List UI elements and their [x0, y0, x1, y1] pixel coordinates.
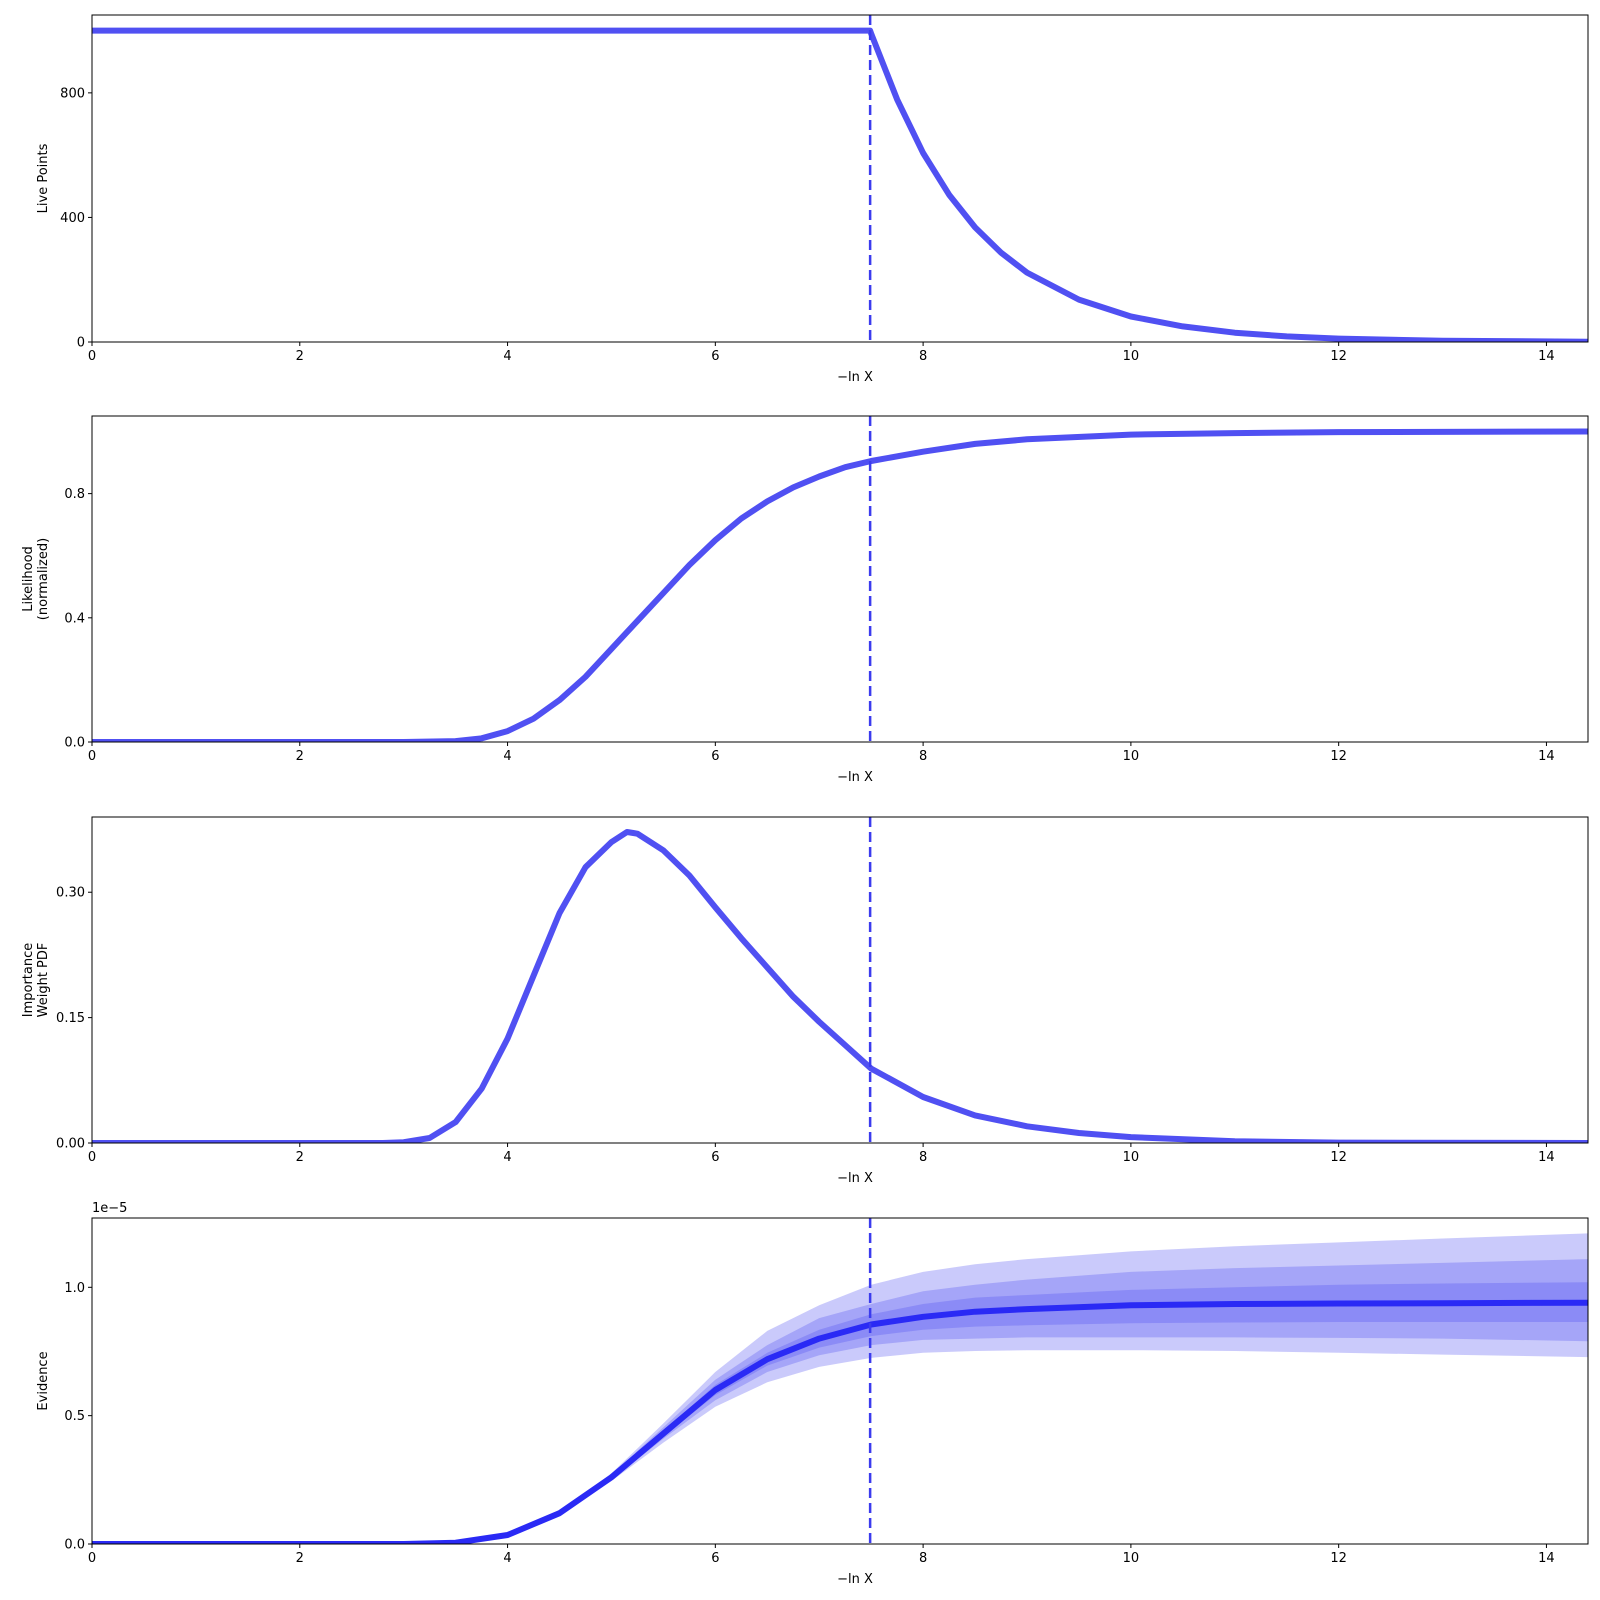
- evidence-mean-line: [92, 1299, 1588, 1544]
- x-tick-label: 12: [1330, 749, 1347, 764]
- x-tick-label: 6: [711, 349, 719, 364]
- y-axis-label: Live Points: [36, 143, 51, 213]
- y-axis-label: ImportanceWeight PDF: [21, 943, 51, 1018]
- x-tick-label: 10: [1123, 1551, 1140, 1566]
- x-axis-label: −ln X: [837, 370, 873, 385]
- x-tick-label: 4: [503, 749, 511, 764]
- axes-frame: [91, 415, 1589, 743]
- series-line-1: [92, 428, 1588, 742]
- x-tick-label: 12: [1330, 349, 1347, 364]
- y-tick-label: 0.15: [56, 1011, 85, 1026]
- x-axis-label: −ln X: [837, 1572, 873, 1587]
- x-tick-label: 2: [296, 749, 304, 764]
- series-line-1: [92, 27, 1588, 342]
- x-tick-label: 12: [1330, 1551, 1347, 1566]
- x-tick-label: 0: [88, 749, 96, 764]
- x-axis-label: −ln X: [837, 1171, 873, 1186]
- x-tick-label: 8: [919, 349, 927, 364]
- x-tick-label: 0: [88, 1551, 96, 1566]
- x-tick-label: 12: [1330, 1150, 1347, 1165]
- x-tick-label: 10: [1123, 1150, 1140, 1165]
- x-tick-label: 8: [919, 1150, 927, 1165]
- y-axis-label: Likelihood(normalized): [21, 538, 51, 620]
- y-tick-label: 0.5: [64, 1409, 85, 1424]
- x-axis-label: −ln X: [837, 770, 873, 785]
- y-scale-offset-label: 1e−5: [92, 1201, 127, 1216]
- x-tick-label: 0: [88, 1150, 96, 1165]
- y-tick-label: 0: [77, 336, 85, 351]
- plot-area: [92, 15, 1588, 342]
- plot-area: [92, 1218, 1588, 1544]
- x-tick-label: 4: [503, 349, 511, 364]
- x-tick-label: 10: [1123, 749, 1140, 764]
- uncertainty-band-1: [92, 1233, 1588, 1544]
- y-tick-label: 400: [60, 211, 85, 226]
- x-tick-label: 6: [711, 749, 719, 764]
- y-axis-label: Evidence: [36, 1351, 51, 1410]
- x-tick-label: 10: [1123, 349, 1140, 364]
- axes-frame: [91, 816, 1589, 1144]
- uncertainty-band-2: [92, 1259, 1588, 1544]
- x-tick-label: 2: [296, 1150, 304, 1165]
- x-tick-label: 2: [296, 349, 304, 364]
- x-tick-label: 8: [919, 749, 927, 764]
- y-tick-label: 0.00: [56, 1137, 85, 1152]
- x-tick-label: 0: [88, 349, 96, 364]
- axes-frame: [91, 1217, 1589, 1545]
- x-tick-label: 6: [711, 1551, 719, 1566]
- y-tick-label: 1.0: [64, 1281, 85, 1296]
- y-tick-label: 0.0: [64, 1538, 85, 1553]
- x-tick-label: 14: [1538, 349, 1555, 364]
- y-tick-label: 0.0: [64, 736, 85, 751]
- axes-frame: [91, 14, 1589, 343]
- y-tick-label: 800: [60, 86, 85, 101]
- chart-panel-4: 0 2 4 6 8 10 12 14 0.0 0.5 1.0 −ln X Evidence 1e−5: [36, 1201, 1589, 1587]
- y-tick-label: 0.4: [64, 611, 85, 626]
- x-tick-label: 14: [1538, 749, 1555, 764]
- x-tick-label: 2: [296, 1551, 304, 1566]
- x-tick-label: 14: [1538, 1150, 1555, 1165]
- x-tick-label: 6: [711, 1150, 719, 1165]
- y-tick-label: 0.30: [56, 886, 85, 901]
- x-tick-label: 14: [1538, 1551, 1555, 1566]
- chart-panel-3: 0 2 4 6 8 10 12 14 0.00 0.15 0.30 −ln X ImportanceWe…: [21, 816, 1589, 1186]
- chart-panel-2: 0 2 4 6 8 10 12 14 0.0 0.4 0.8 −ln X Likelihood(norm…: [21, 415, 1589, 785]
- x-tick-label: 4: [503, 1551, 511, 1566]
- y-tick-label: 0.8: [64, 487, 85, 502]
- x-tick-label: 8: [919, 1551, 927, 1566]
- x-tick-label: 4: [503, 1150, 511, 1165]
- plot-area: [92, 416, 1588, 742]
- series-line-1: [92, 829, 1588, 1143]
- plot-area: [92, 817, 1588, 1143]
- chart-panel-1: 0 2 4 6 8 10 12 14 0 400 800 −ln X Live Points: [36, 14, 1589, 385]
